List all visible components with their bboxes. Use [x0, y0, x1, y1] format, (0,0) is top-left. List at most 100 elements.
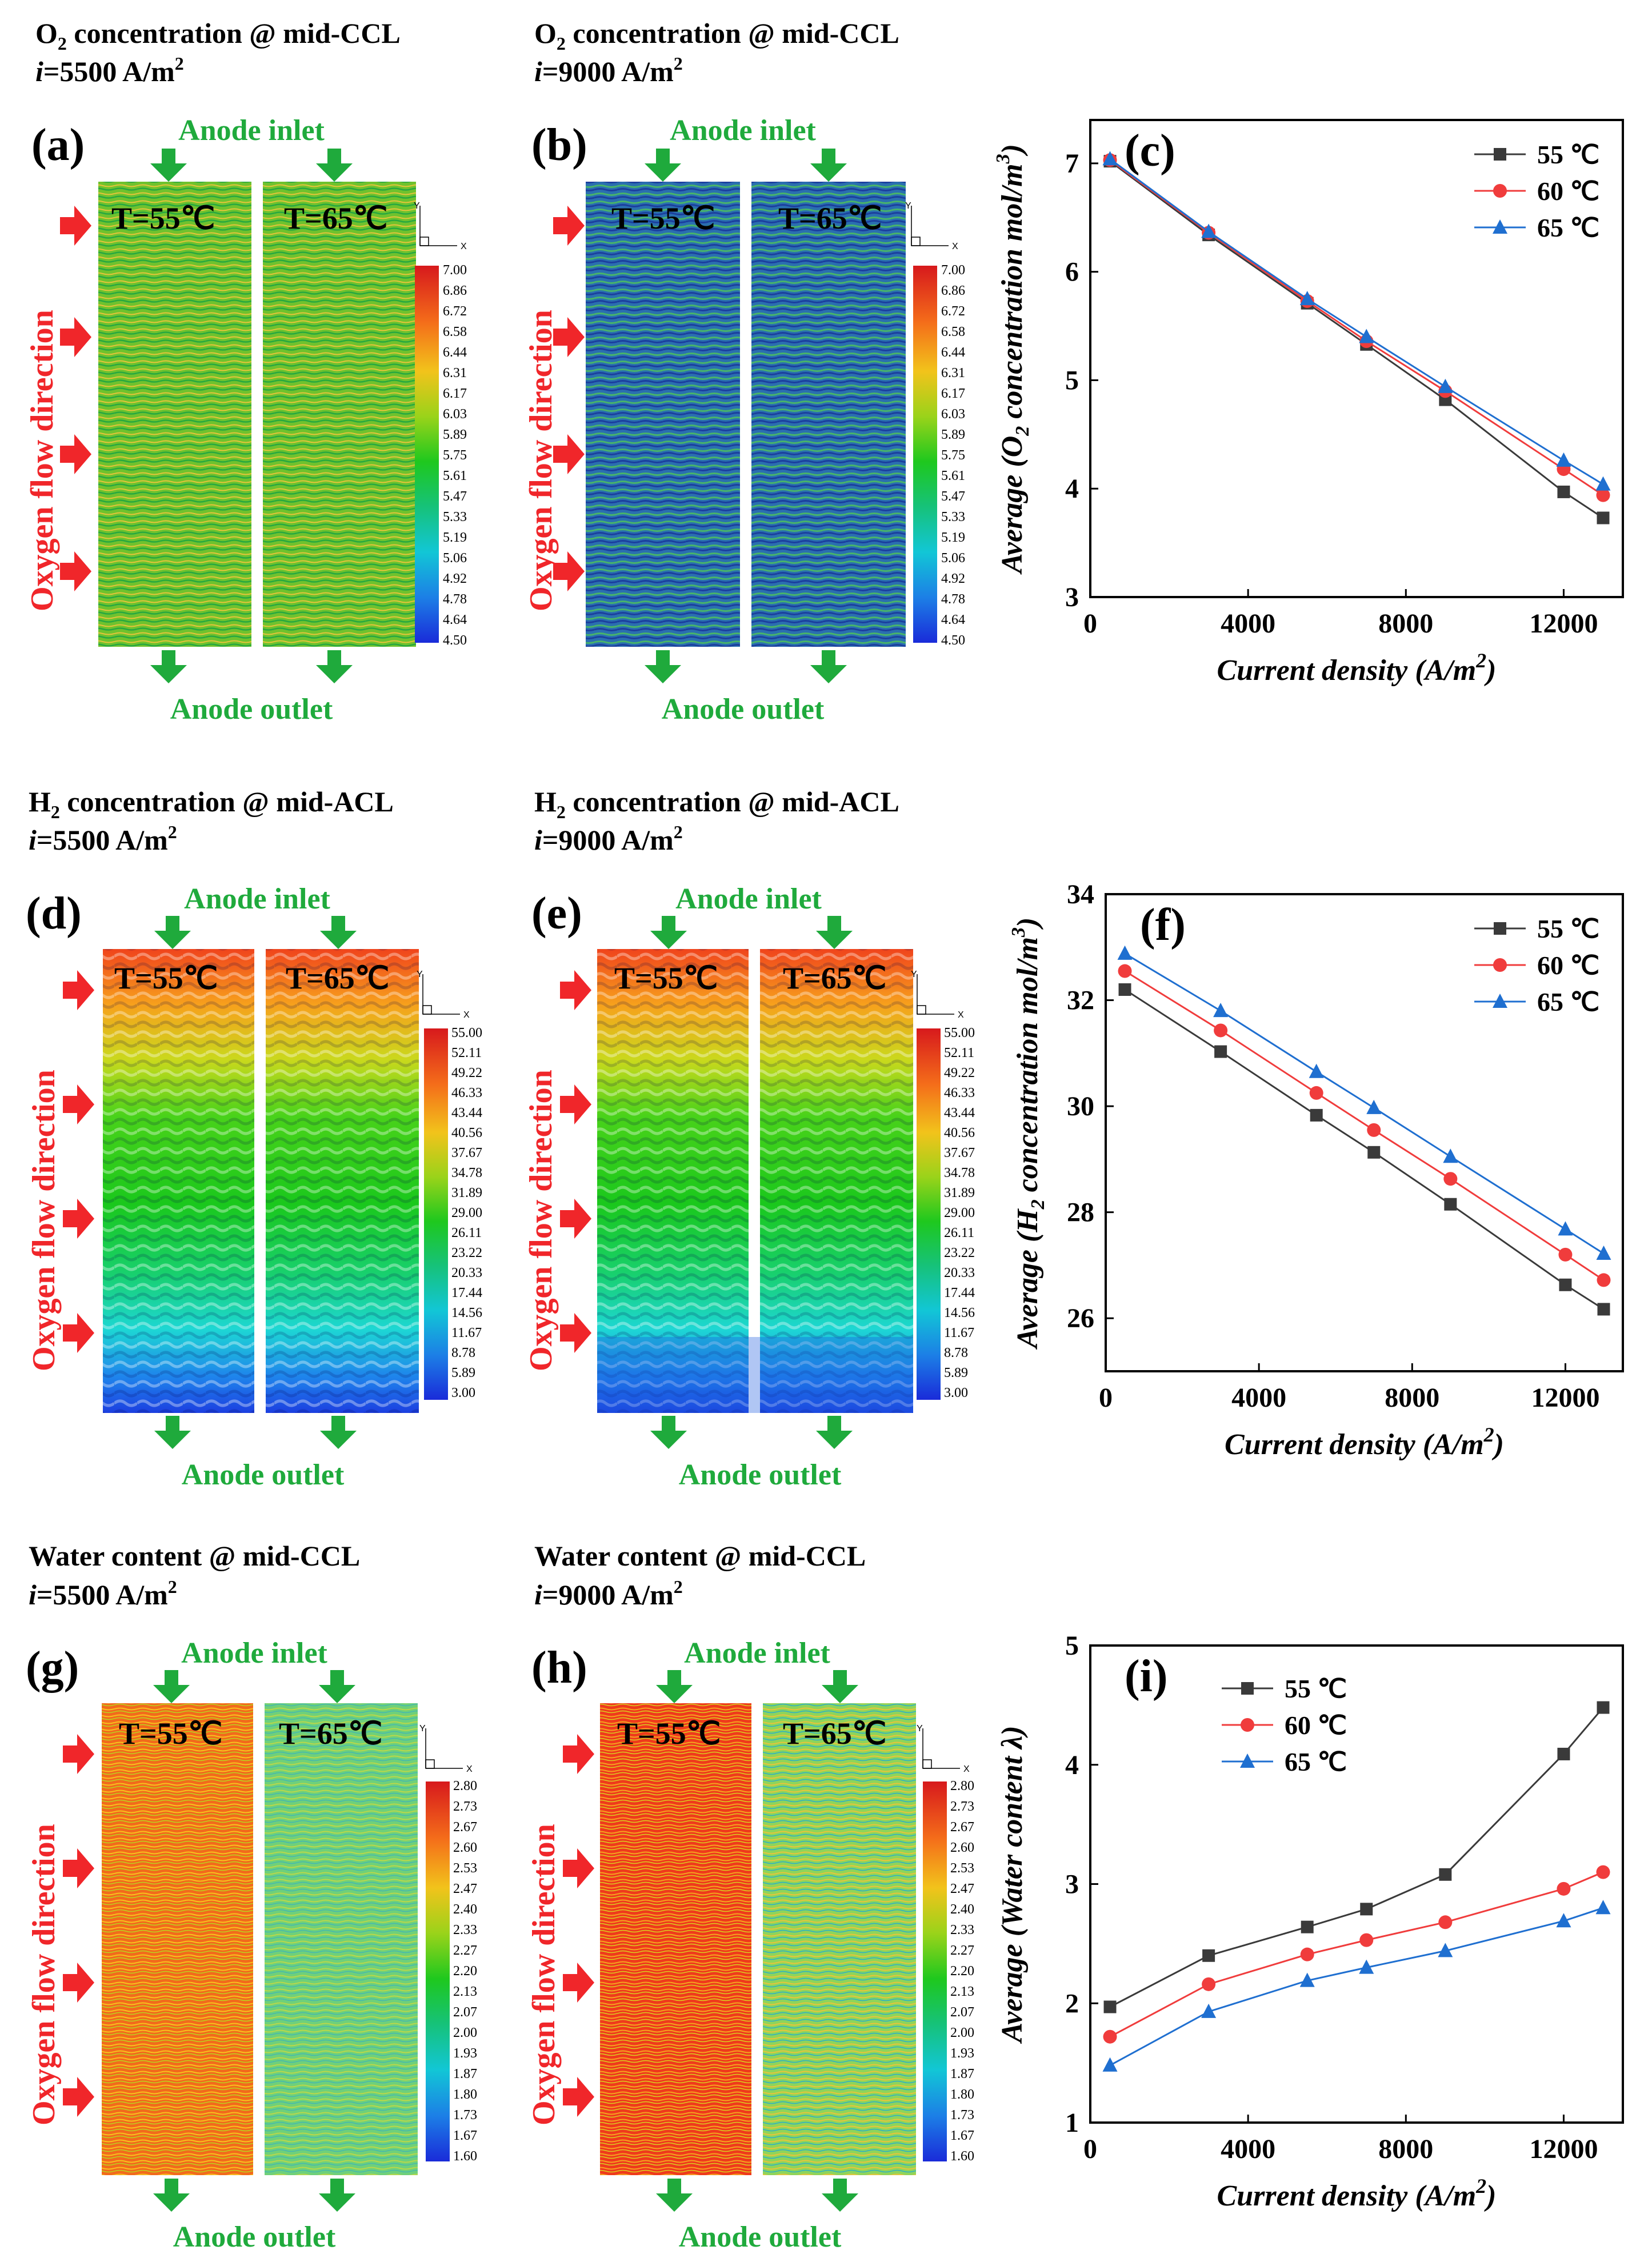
series-line	[1124, 952, 1605, 1255]
axis-triad	[917, 974, 954, 1015]
oxygen-flow-label: Oxygen flow direction	[25, 310, 60, 611]
cb-label: 2.53	[950, 1861, 974, 1876]
cb-label: 1.93	[950, 2046, 974, 2061]
cb-label: 2.60	[453, 1840, 477, 1855]
temp-65-label: T=65℃	[783, 961, 886, 995]
cb-label: 2.13	[453, 1984, 477, 1999]
cb-label: 43.44	[944, 1106, 975, 1120]
legend-marker	[1494, 922, 1506, 935]
red-arrows	[63, 1734, 94, 2117]
red-arrow-right	[563, 1963, 594, 2003]
red-arrows	[63, 970, 94, 1353]
data-point	[1118, 983, 1131, 996]
anode-inlet-label: Anode inlet	[181, 1637, 327, 1670]
data-point	[1360, 1903, 1373, 1916]
data-point	[1558, 1247, 1573, 1262]
cb-label: 7.00	[941, 263, 965, 278]
red-arrow-right	[63, 1313, 94, 1353]
green-arrow-down	[822, 2179, 858, 2212]
data-point	[1595, 1900, 1611, 1915]
temp-55-label: T=55℃	[617, 1716, 721, 1751]
cb-label: 5.89	[443, 427, 467, 442]
legend-label: 55 ℃	[1285, 1674, 1347, 1703]
data-point	[1367, 1146, 1381, 1159]
panel-g-current: i=5500 A/m2	[29, 1576, 177, 1611]
cb-label: 5.61	[941, 469, 965, 483]
cb-label: 3.00	[944, 1386, 968, 1400]
colorbar-labels: 55.00 52.11 49.22 46.33 43.44 40.56 37.6…	[451, 1026, 482, 1400]
temp-65-label: T=65℃	[284, 201, 387, 235]
x-tick-label: 0	[1083, 608, 1097, 639]
cb-label: 20.33	[451, 1266, 482, 1280]
panel-e-current: i=9000 A/m2	[534, 822, 683, 856]
data-point	[1559, 1278, 1572, 1291]
y-tick-label: 32	[1067, 986, 1094, 1016]
data-point	[1309, 1063, 1324, 1078]
cb-label: 11.67	[451, 1326, 482, 1340]
cb-label: 5.89	[944, 1366, 968, 1380]
cb-label: 2.73	[950, 1799, 974, 1814]
cb-label: 2.53	[453, 1861, 477, 1876]
data-point	[1556, 1913, 1571, 1928]
anode-outlet-label: Anode outlet	[170, 693, 333, 726]
cb-label: 1.67	[950, 2128, 974, 2143]
red-arrow-right	[63, 1848, 94, 1888]
panel-g-letter: (g)	[26, 1643, 79, 1693]
temp-55-label: T=55℃	[119, 1716, 222, 1751]
panel-b-letter: (b)	[531, 120, 587, 170]
axis-y-letter: Y	[905, 201, 911, 211]
legend-label: 65 ℃	[1285, 1747, 1347, 1776]
contour-65	[263, 182, 416, 647]
panel-letter: (f)	[1140, 900, 1186, 950]
panel-d: H2 concentration @ mid-ACL i=5500 A/m2 (…	[26, 786, 482, 1491]
series-line	[1109, 158, 1604, 485]
contour-55	[600, 1703, 751, 2175]
cb-label: 2.20	[950, 1964, 974, 1979]
series-line	[1109, 1907, 1603, 2067]
green-arrow-down	[316, 149, 353, 182]
data-point	[1597, 1303, 1610, 1316]
data-point	[1443, 1148, 1458, 1163]
cb-label: 4.92	[941, 571, 965, 586]
data-point	[1103, 2000, 1117, 2013]
cb-label: 2.07	[453, 2005, 477, 2020]
contour-65	[751, 182, 906, 647]
cb-label: 31.89	[944, 1186, 975, 1200]
panel-a-current: i=5500 A/m2	[35, 53, 184, 87]
panel-a-title: O2 concentration @ mid-CCL	[35, 17, 401, 54]
panel-e-letter: (e)	[531, 888, 582, 939]
red-arrow-right	[563, 1734, 594, 1774]
colorbar-labels: 2.80 2.73 2.67 2.60 2.53 2.47 2.40 2.33 …	[453, 1779, 477, 2164]
y-tick-label: 3	[1065, 582, 1079, 612]
cb-label: 2.40	[453, 1902, 477, 1917]
contour-65	[763, 1703, 916, 2175]
y-tick-label: 4	[1065, 474, 1079, 504]
cb-label: 31.89	[451, 1186, 482, 1200]
red-arrows	[60, 206, 91, 591]
data-point	[1102, 151, 1118, 166]
red-arrows	[563, 1734, 594, 2117]
x-tick-label: 12000	[1531, 1383, 1599, 1413]
contour-55	[98, 182, 251, 647]
cb-label: 6.17	[443, 386, 467, 401]
cb-label: 5.06	[941, 551, 965, 566]
plot-frame	[1105, 893, 1624, 1372]
data-point	[1310, 1108, 1323, 1122]
cb-label: 29.00	[944, 1206, 975, 1220]
data-point	[1438, 1915, 1453, 1929]
cb-label: 2.00	[950, 2025, 974, 2040]
data-point	[1118, 964, 1132, 978]
cb-label: 4.64	[443, 612, 467, 627]
data-point	[1558, 1221, 1573, 1236]
cb-label: 2.47	[950, 1881, 974, 1896]
y-tick-label: 6	[1065, 257, 1079, 287]
axis-y-letter: Y	[419, 1724, 426, 1733]
legend-label: 55 ℃	[1537, 140, 1599, 169]
contour-65	[265, 1703, 418, 2175]
green-arrow-down	[319, 2179, 355, 2212]
green-arrow-down	[816, 1416, 853, 1449]
green-arrow-down	[153, 2179, 190, 2212]
x-tick-label: 4000	[1231, 1383, 1286, 1413]
panel-d-letter: (d)	[26, 888, 82, 939]
x-tick-label: 8000	[1378, 2134, 1433, 2164]
